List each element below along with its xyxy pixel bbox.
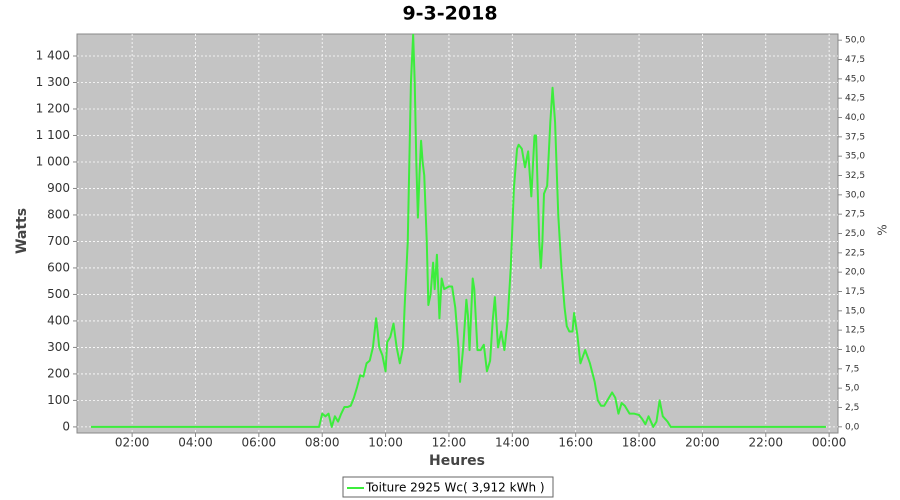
y2-tick-label: 7,5 — [845, 364, 859, 374]
y2-tick-label: 10,0 — [845, 345, 865, 355]
x-tick-label: 16:00 — [558, 436, 593, 450]
y2-axis-label: % — [876, 224, 890, 235]
y2-tick-label: 42,5 — [845, 94, 865, 104]
legend-label: Toiture 2925 Wc( 3,912 kWh ) — [365, 481, 545, 495]
y-tick-label: 500 — [47, 287, 70, 301]
y2-tick-label: 35,0 — [845, 152, 865, 162]
x-tick-label: 02:00 — [115, 436, 150, 450]
x-axis-label: Heures — [429, 453, 485, 469]
x-tick-label: 14:00 — [495, 436, 530, 450]
x-tick-label: 10:00 — [368, 436, 403, 450]
x-tick-label: 18:00 — [622, 436, 657, 450]
y2-tick-label: 2,5 — [845, 403, 859, 413]
y-tick-label: 1 200 — [36, 101, 70, 115]
y2-tick-label: 30,0 — [845, 190, 865, 200]
y-tick-label: 800 — [47, 207, 70, 221]
y2-tick-label: 25,0 — [845, 229, 865, 239]
y2-tick-label: 20,0 — [845, 268, 865, 278]
y2-tick-label: 40,0 — [845, 113, 865, 123]
y-tick-label: 400 — [47, 313, 70, 327]
y-tick-label: 1 000 — [36, 154, 70, 168]
y-tick-label: 200 — [47, 366, 70, 380]
y-tick-label: 700 — [47, 234, 70, 248]
chart-title: 9-3-2018 — [402, 3, 497, 25]
x-tick-label: 20:00 — [685, 436, 720, 450]
y-tick-label: 1 100 — [36, 128, 70, 142]
x-tick-label: 04:00 — [178, 436, 213, 450]
legend — [342, 476, 554, 498]
y2-tick-label: 47,5 — [845, 55, 865, 65]
y2-tick-label: 0,0 — [845, 422, 860, 432]
y2-tick-label: 50,0 — [845, 36, 865, 46]
x-tick-label: 06:00 — [242, 436, 277, 450]
y-tick-label: 600 — [47, 260, 70, 274]
y2-tick-label: 17,5 — [845, 287, 865, 297]
y-axis-label: Watts — [14, 208, 30, 254]
y2-tick-label: 37,5 — [845, 132, 865, 142]
y-tick-label: 1 400 — [36, 48, 70, 62]
y2-tick-label: 32,5 — [845, 171, 865, 181]
y-tick-label: 900 — [47, 181, 70, 195]
x-tick-label: 12:00 — [432, 436, 467, 450]
y2-tick-label: 27,5 — [845, 210, 865, 220]
y2-tick-label: 22,5 — [845, 248, 865, 258]
y2-tick-label: 12,5 — [845, 326, 865, 336]
y-tick-label: 0 — [62, 419, 70, 433]
y-tick-label: 100 — [47, 393, 70, 407]
y2-tick-label: 15,0 — [845, 306, 865, 316]
x-tick-label: 22:00 — [748, 436, 783, 450]
y2-tick-label: 5,0 — [845, 384, 860, 394]
y2-tick-label: 45,0 — [845, 74, 865, 84]
y-tick-label: 1 300 — [36, 75, 70, 89]
x-tick-label: 00:00 — [812, 436, 847, 450]
y-tick-label: 300 — [47, 340, 70, 354]
plot-area — [76, 33, 839, 434]
series-line — [90, 33, 826, 428]
x-tick-label: 08:00 — [305, 436, 340, 450]
